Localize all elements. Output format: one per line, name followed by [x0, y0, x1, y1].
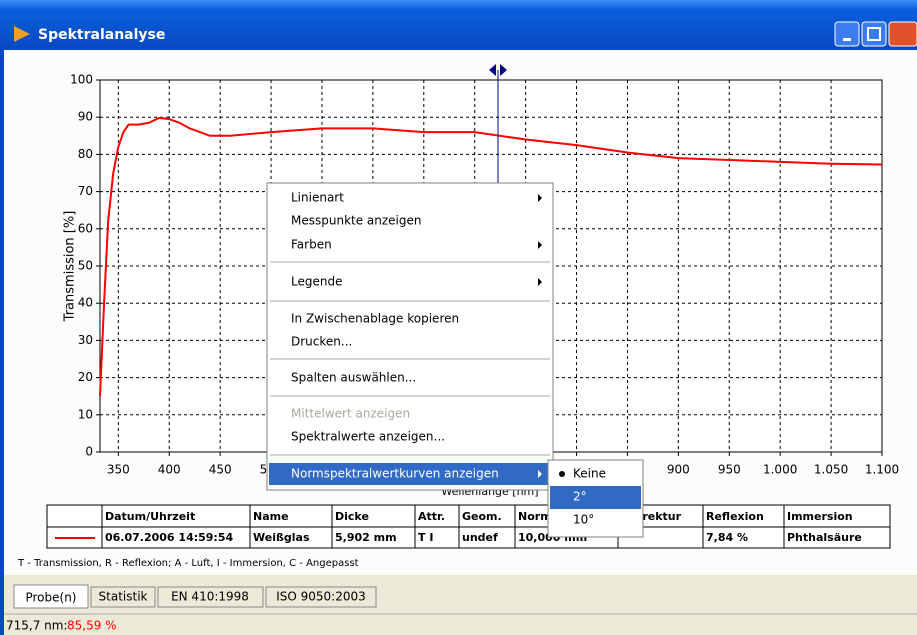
y-tick-label: 90	[78, 110, 93, 124]
cursor-handle-left[interactable]	[489, 64, 496, 76]
radio-bullet	[559, 471, 565, 477]
maximize-icon	[867, 27, 881, 41]
y-axis-title: Transmission [%]	[63, 211, 78, 323]
tab-label: ISO 9050:2003	[276, 590, 366, 604]
table-header: Attr.	[418, 510, 445, 523]
menu-item[interactable]: Spektralwerte anzeigen...	[291, 430, 445, 444]
y-tick-label: 0	[85, 445, 93, 459]
y-tick-label: 70	[78, 184, 93, 198]
tab[interactable]	[157, 586, 264, 608]
x-tick-label: 400	[158, 463, 181, 477]
submenu-highlight	[550, 486, 641, 509]
submenu-arrow	[538, 470, 542, 478]
submenu-arrow	[538, 278, 542, 286]
x-tick-label: 350	[107, 463, 130, 477]
tab-label: EN 410:1998	[171, 590, 249, 604]
menu-item[interactable]: Farben	[291, 238, 332, 252]
tab-label: Statistik	[99, 590, 148, 604]
table-cell: 06.07.2006 14:59:54	[105, 531, 233, 544]
table-header: Geom.	[462, 510, 502, 523]
maximize-button[interactable]	[861, 21, 887, 47]
submenu: Keine 2° 10°	[547, 459, 644, 538]
menu-item[interactable]: Legende	[291, 275, 342, 289]
tab-label: Probe(n)	[25, 591, 76, 605]
menu-item[interactable]: Messpunkte anzeigen	[291, 214, 422, 228]
table-header: Datum/Uhrzeit	[105, 510, 195, 523]
menu-item[interactable]: Spalten auswählen...	[291, 371, 416, 385]
status-value: 85,59 %	[67, 619, 117, 633]
submenu-arrow	[538, 194, 542, 202]
x-tick-label: 450	[209, 463, 232, 477]
menu-item-selected[interactable]: Normspektralwertkurven anzeigen	[291, 467, 499, 481]
table-header: Dicke	[335, 510, 369, 523]
submenu-item[interactable]: 10°	[573, 513, 594, 527]
y-tick-label: 10	[78, 407, 93, 421]
app-icon	[14, 26, 30, 42]
minimize-icon	[843, 38, 851, 41]
tab[interactable]	[265, 586, 377, 608]
x-tick-label: 1.100	[865, 463, 899, 477]
y-tick-label: 80	[78, 147, 93, 161]
table-header: Reflexion	[706, 510, 764, 523]
context-menu: Linienart Messpunkte anzeigen Farben Leg…	[266, 182, 554, 491]
table-cell: 5,902 mm	[335, 531, 397, 544]
table-cell: Weißglas	[253, 531, 310, 544]
sample-table: Datum/Uhrzeit Name Dicke Attr. Geom. Nor…	[46, 504, 891, 549]
tab[interactable]	[90, 586, 156, 608]
y-tick-label: 100	[70, 73, 93, 87]
title-bar	[0, 0, 917, 50]
minimize-button[interactable]	[834, 21, 860, 47]
tab-area	[4, 575, 917, 635]
submenu-item[interactable]: Keine	[573, 467, 606, 481]
x-tick-label: 900	[667, 463, 690, 477]
table-cell: 7,84 %	[706, 531, 748, 544]
menu-item[interactable]: Drucken...	[291, 335, 352, 349]
menu-frame	[266, 182, 554, 491]
menu-item-disabled: Mittelwert anzeigen	[291, 407, 410, 421]
x-tick-label: 950	[718, 463, 741, 477]
table-cell: undef	[462, 531, 498, 544]
y-tick-label: 30	[78, 333, 93, 347]
close-button[interactable]	[888, 21, 917, 47]
y-tick-label: 20	[78, 370, 93, 384]
y-tick-label: 40	[78, 296, 93, 310]
submenu-arrow	[538, 241, 542, 249]
menu-highlight	[269, 463, 551, 485]
window-title: Spektralanalyse	[38, 27, 165, 43]
y-tick-label: 60	[78, 221, 93, 235]
footnote: T - Transmission, R - Reflexion; A - Luf…	[17, 558, 359, 569]
table-header: Immersion	[787, 510, 853, 523]
menu-item[interactable]: Linienart	[291, 191, 344, 205]
submenu-item-selected[interactable]: 2°	[573, 490, 587, 504]
tab[interactable]	[13, 584, 89, 609]
table-cell: T I	[418, 531, 433, 544]
x-tick-label: 1.000	[763, 463, 797, 477]
y-tick-label: 50	[78, 259, 93, 273]
status-position: 715,7 nm:	[6, 619, 68, 633]
x-tick-label: 1.050	[814, 463, 848, 477]
table-cell: Phthalsäure	[787, 531, 862, 544]
menu-item[interactable]: In Zwischenablage kopieren	[291, 312, 459, 326]
data-line	[99, 116, 883, 397]
cursor-handle-right[interactable]	[500, 64, 507, 76]
table-header: Name	[253, 510, 289, 523]
